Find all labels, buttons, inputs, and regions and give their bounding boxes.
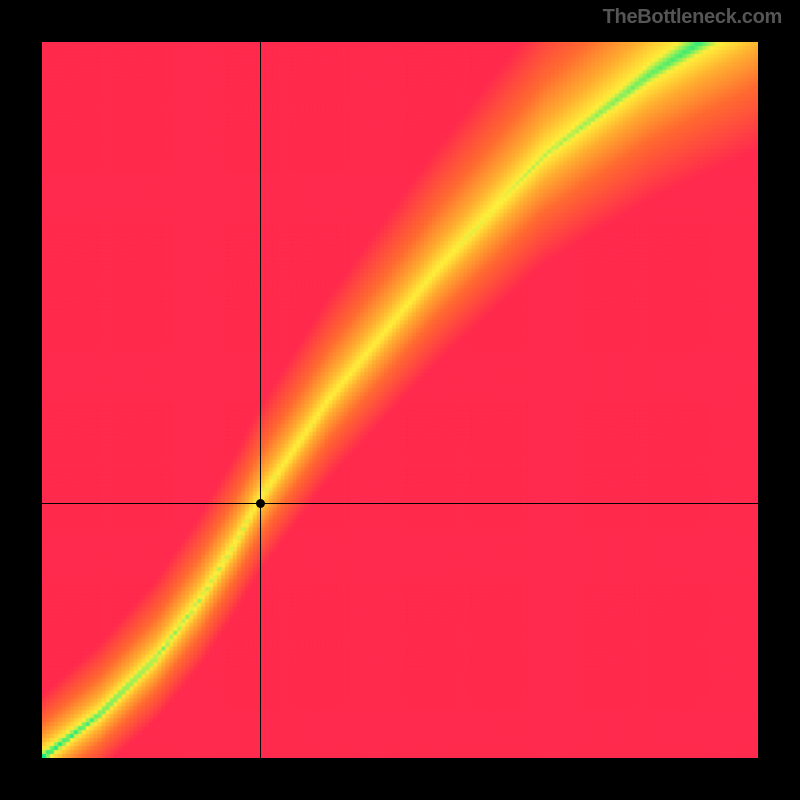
crosshair-horizontal [42, 503, 758, 504]
bottleneck-heatmap [42, 42, 758, 758]
crosshair-vertical [260, 42, 261, 758]
bottleneck-heatmap-container: { "watermark": { "text": "TheBottleneck.… [0, 0, 800, 800]
frame-left [0, 0, 42, 800]
frame-bottom [0, 758, 800, 800]
frame-right [758, 0, 800, 800]
watermark-text: TheBottleneck.com [603, 6, 782, 29]
